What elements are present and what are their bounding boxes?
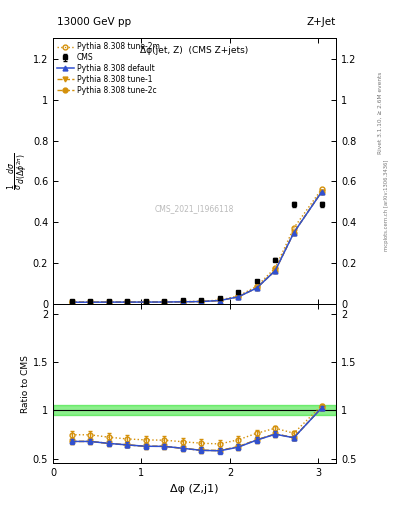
Y-axis label: $\frac{1}{\sigma}\frac{d\sigma}{d(\Delta\phi^{2\pi})}$: $\frac{1}{\sigma}\frac{d\sigma}{d(\Delta… — [6, 153, 31, 190]
Pythia 8.308 tune-2m — [143, 299, 148, 305]
Pythia 8.308 tune-2m — [292, 225, 296, 231]
Pythia 8.308 tune-2m — [273, 265, 277, 271]
Y-axis label: Ratio to CMS: Ratio to CMS — [21, 355, 30, 413]
Pythia 8.308 tune-2m — [88, 299, 92, 305]
Line: Pythia 8.308 tune-2m: Pythia 8.308 tune-2m — [69, 187, 324, 305]
Pythia 8.308 tune-2m — [199, 298, 204, 304]
Pythia 8.308 tune-2m — [69, 299, 74, 305]
Pythia 8.308 tune-2m — [180, 298, 185, 305]
Pythia 8.308 tune-2m — [236, 293, 241, 299]
X-axis label: Δφ (Z,j1): Δφ (Z,j1) — [170, 484, 219, 494]
Text: CMS_2021_I1966118: CMS_2021_I1966118 — [155, 204, 234, 213]
Pythia 8.308 tune-2m — [254, 283, 259, 289]
Pythia 8.308 tune-2m — [217, 297, 222, 303]
Text: Z+Jet: Z+Jet — [307, 16, 336, 27]
Legend: Pythia 8.308 tune-2m, CMS, Pythia 8.308 default, Pythia 8.308 tune-1, Pythia 8.3: Pythia 8.308 tune-2m, CMS, Pythia 8.308 … — [55, 40, 161, 96]
Text: Δφ(jet, Z)  (CMS Z+jets): Δφ(jet, Z) (CMS Z+jets) — [140, 47, 249, 55]
Text: mcplots.cern.ch [arXiv:1306.3436]: mcplots.cern.ch [arXiv:1306.3436] — [384, 159, 389, 250]
Bar — [53, 406, 336, 415]
Pythia 8.308 tune-2m — [106, 299, 111, 305]
Text: 13000 GeV pp: 13000 GeV pp — [57, 16, 131, 27]
Pythia 8.308 tune-2m — [319, 186, 324, 192]
Pythia 8.308 tune-2m — [125, 299, 130, 305]
Pythia 8.308 tune-2m — [162, 298, 167, 305]
Text: Rivet 3.1.10, ≥ 2.6M events: Rivet 3.1.10, ≥ 2.6M events — [378, 72, 383, 154]
